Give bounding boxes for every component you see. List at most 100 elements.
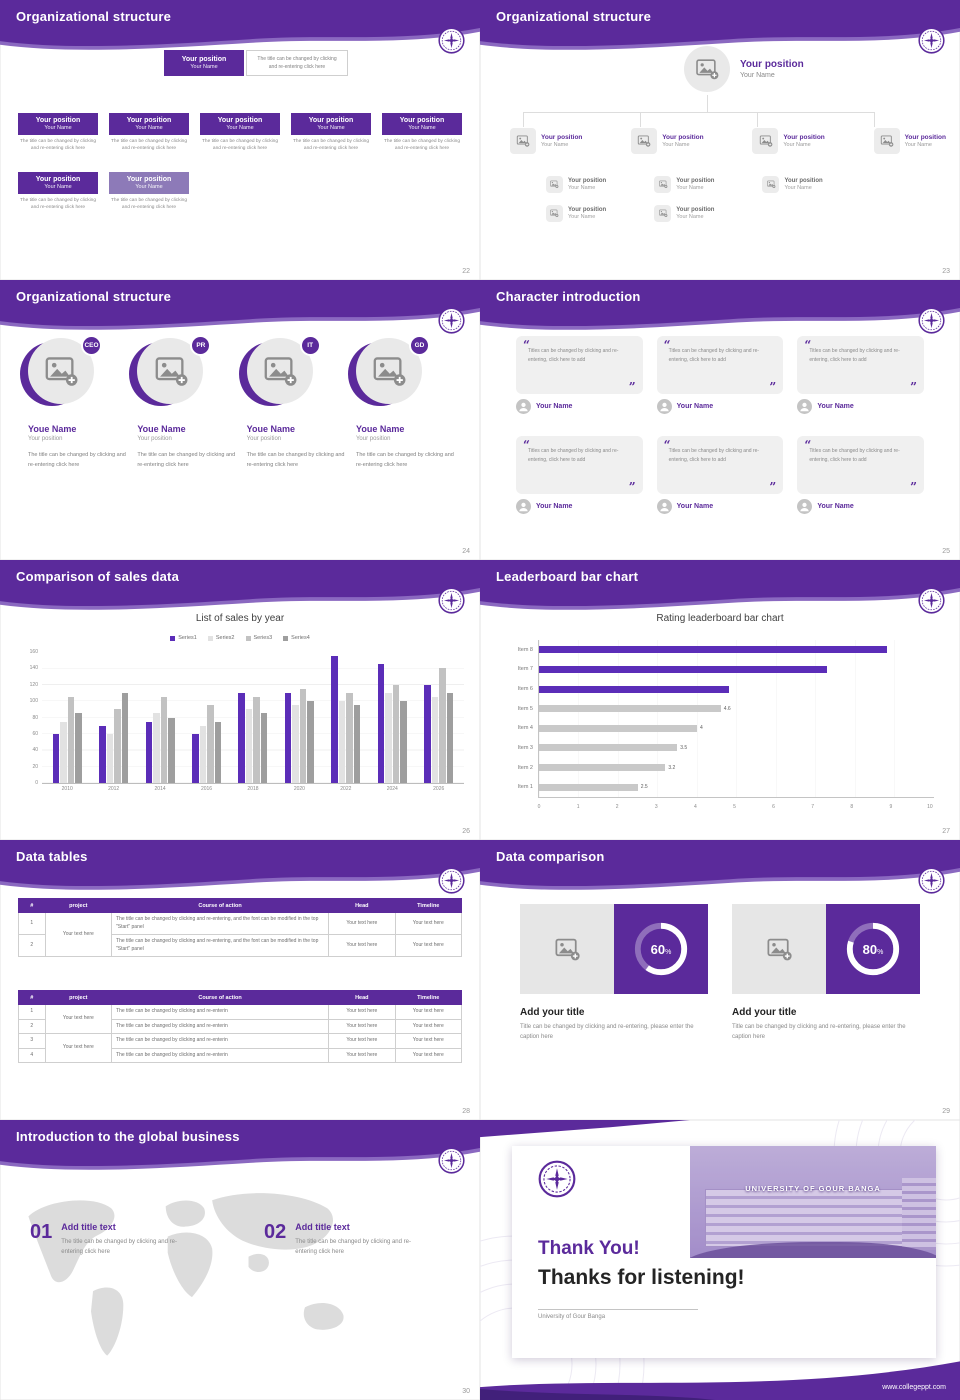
card-title: Add your title <box>520 1007 585 1018</box>
quote-cell[interactable]: “ Titles can be changed by clicking and … <box>516 336 643 414</box>
cell-course: The title can be changed by clicking and… <box>111 1033 330 1049</box>
member-card[interactable]: CEO Youe Name Your position The title ca… <box>20 335 128 471</box>
bar <box>346 692 353 783</box>
org-node[interactable]: Your position Your Name <box>654 205 714 222</box>
org-node[interactable]: Your position Your Name The title can be … <box>291 113 371 153</box>
slide-title: Leaderboard bar chart <box>496 569 639 584</box>
slide-25-character-introduction[interactable]: Character introduction “ Titles can be c… <box>480 280 960 560</box>
org-node[interactable]: Your position Your Name The title can be … <box>200 113 280 153</box>
point-item[interactable]: 02 Add title text The title can be chang… <box>264 1222 462 1257</box>
table-header-row: # project Course of action Head Timeline <box>18 898 463 913</box>
org-node-name: Your Name <box>44 125 72 131</box>
data-table-2[interactable]: # project Course of action Head Timeline… <box>18 990 463 1063</box>
quote-cell[interactable]: “ Titles can be changed by clicking and … <box>656 436 784 514</box>
data-table-1[interactable]: # project Course of action Head Timeline… <box>18 898 463 957</box>
member-card[interactable]: PR Youe Name Your position The title can… <box>129 335 237 471</box>
slide-30-global-business[interactable]: Introduction to the global business 01 A… <box>0 1120 480 1400</box>
bar <box>245 709 253 783</box>
bar <box>539 685 729 693</box>
organization-name: University of Gour Banga <box>538 1314 606 1320</box>
page-number: 24 <box>462 548 470 555</box>
bar-group: 2012 <box>99 652 129 792</box>
slide-thank-you[interactable]: UNIVERSITY OF GOUR BANGA Thank You! Than… <box>480 1120 960 1400</box>
thank-you-line: Thank You! <box>538 1238 640 1259</box>
bar-group: 2010 <box>52 652 82 792</box>
org-node[interactable]: Your position Your Name The title can be … <box>18 113 98 153</box>
header-wave <box>0 280 480 330</box>
slide-28-data-tables[interactable]: Data tables # project Course of action H… <box>0 840 480 1120</box>
org-node-position: Your position <box>676 207 715 213</box>
slide-27-leaderboard-chart[interactable]: Leaderboard bar chart Rating leaderboard… <box>480 560 960 840</box>
person-name: Your Name <box>817 503 854 510</box>
quote-close-icon: ” <box>769 480 777 494</box>
column-header: project <box>44 898 113 913</box>
y-tick-label: 40 <box>32 747 38 754</box>
bar <box>238 692 245 783</box>
category-label: Item 1 <box>517 784 533 791</box>
member-card[interactable]: IT Youe Name Your position The title can… <box>238 335 347 471</box>
org-node[interactable]: Your position Your Name <box>752 128 825 154</box>
org-node[interactable]: Your position Your Name The title can be … <box>382 113 462 153</box>
slide-23-org-structure[interactable]: Organizational structure Your position Y… <box>480 0 960 280</box>
org-node-position: Your position <box>662 134 704 141</box>
org-node[interactable]: Your position Your Name <box>546 176 606 193</box>
quote-cell[interactable]: “ Titles can be changed by clicking and … <box>797 336 924 414</box>
slide-header: Leaderboard bar chart <box>480 560 960 620</box>
org-node[interactable]: Your position Your Name <box>654 176 714 193</box>
x-tick-label: 8 <box>850 804 854 810</box>
org-node-name: Your Name <box>135 184 163 190</box>
quote-cell[interactable]: “ Titles can be changed by clicking and … <box>656 336 784 414</box>
org-node[interactable]: Your position Your Name The title can be … <box>18 172 98 212</box>
slide-29-data-comparison[interactable]: Data comparison 60% Add your title Title… <box>480 840 960 1120</box>
column-header: Course of action <box>111 990 330 1005</box>
quote-cell[interactable]: “ Titles can be changed by clicking and … <box>797 436 924 514</box>
member-card[interactable]: GD Youe Name Your position The title can… <box>347 335 456 471</box>
y-tick-label: 60 <box>32 730 38 737</box>
quote-text: Titles can be changed by clicking and re… <box>668 448 760 463</box>
comparison-cards: 60% Add your title Title can be changed … <box>520 904 920 1043</box>
bar <box>192 733 199 783</box>
avatar: GD <box>347 335 430 410</box>
org-node[interactable]: Your position Your Name <box>762 176 823 193</box>
org-root-node[interactable]: Your position Your Name <box>684 46 804 92</box>
org-root-caption[interactable]: The title can be changed by clicking and… <box>246 50 348 76</box>
org-node[interactable]: Your position Your Name The title can be … <box>109 172 189 212</box>
category-label: Item 3 <box>517 744 533 751</box>
org-level-2: Your position Your Name Your position Your… <box>510 128 946 154</box>
slide-title: Data comparison <box>496 849 605 864</box>
quote-open-icon: “ <box>663 338 671 352</box>
org-node[interactable]: Your position Your Name The title can be … <box>109 113 189 153</box>
website-link[interactable]: www.collegeppt.com <box>882 1384 946 1391</box>
org-node[interactable]: Your position Your Name <box>510 128 582 154</box>
bottom-wave <box>480 1361 960 1400</box>
org-node-name: Your Name <box>541 142 569 148</box>
org-node-position: Your position <box>126 176 172 183</box>
x-tick-label: 9 <box>889 804 893 810</box>
image-placeholder-icon <box>762 176 780 193</box>
org-node-position: Your position <box>181 56 227 63</box>
org-node[interactable]: Your position Your Name <box>546 205 606 222</box>
header-wave <box>480 840 960 890</box>
x-tick-label: 2024 <box>386 786 398 792</box>
slide-24-org-structure-people[interactable]: Organizational structure CEO Youe Name Y… <box>0 280 480 560</box>
org-node-name: Your Name <box>317 125 345 131</box>
comparison-card[interactable]: 60% Add your title Title can be changed … <box>520 904 708 1043</box>
avatar: CEO <box>20 335 102 410</box>
quote-open-icon: “ <box>523 438 530 452</box>
org-node[interactable]: Your position Your Name <box>873 128 946 154</box>
org-root-node[interactable]: Your position Your Name <box>164 50 244 76</box>
building-shape <box>706 1190 906 1246</box>
point-item[interactable]: 01 Add title text The title can be chang… <box>30 1222 228 1257</box>
org-node[interactable]: Your position Your Name <box>631 128 704 154</box>
slide-22-org-structure[interactable]: Organizational structure Your position Y… <box>0 0 480 280</box>
quote-cell[interactable]: “ Titles can be changed by clicking and … <box>516 436 643 514</box>
slide-26-sales-comparison-chart[interactable]: Comparison of sales data List of sales b… <box>0 560 480 840</box>
role-badge: PR <box>190 335 212 356</box>
comparison-card[interactable]: 80% Add your title Title can be changed … <box>732 904 920 1043</box>
cell-num: 2 <box>18 934 46 957</box>
quote-card: “ Titles can be changed by clicking and … <box>656 436 784 494</box>
org-node-name: Your Name <box>408 125 436 131</box>
quote-text: Titles can be changed by clicking and re… <box>528 348 619 363</box>
cell-timeline: Your text here <box>394 934 463 957</box>
image-placeholder-icon <box>654 176 672 193</box>
